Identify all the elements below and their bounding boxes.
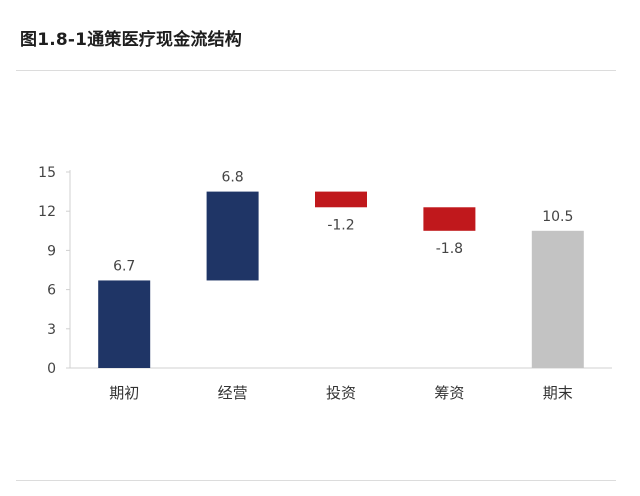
bar-投资 <box>315 191 367 208</box>
data-label: -1.2 <box>327 217 354 233</box>
top-divider <box>16 70 616 71</box>
bottom-divider <box>16 480 616 481</box>
x-category-label: 投资 <box>326 384 356 402</box>
x-category-label: 期初 <box>109 384 139 402</box>
y-tick-label: 15 <box>38 165 56 181</box>
bar-筹资 <box>423 207 476 231</box>
data-label: 6.7 <box>113 258 135 274</box>
y-tick-label: 3 <box>47 322 56 338</box>
bar-期初 <box>98 280 151 368</box>
y-tick-label: 6 <box>47 283 56 299</box>
y-tick-label: 0 <box>47 361 56 377</box>
bar-期末 <box>531 230 584 368</box>
data-label: 6.8 <box>221 170 243 186</box>
data-label: 10.5 <box>542 209 573 225</box>
x-category-label: 经营 <box>218 384 248 402</box>
x-category-label: 期末 <box>543 384 573 402</box>
data-label: -1.8 <box>436 241 463 257</box>
y-tick-label: 9 <box>47 243 56 259</box>
y-tick-label: 12 <box>38 204 56 220</box>
x-category-label: 筹资 <box>434 384 464 402</box>
bar-经营 <box>206 191 259 281</box>
chart-title: 图1.8-1通策医疗现金流结构 <box>20 30 242 50</box>
